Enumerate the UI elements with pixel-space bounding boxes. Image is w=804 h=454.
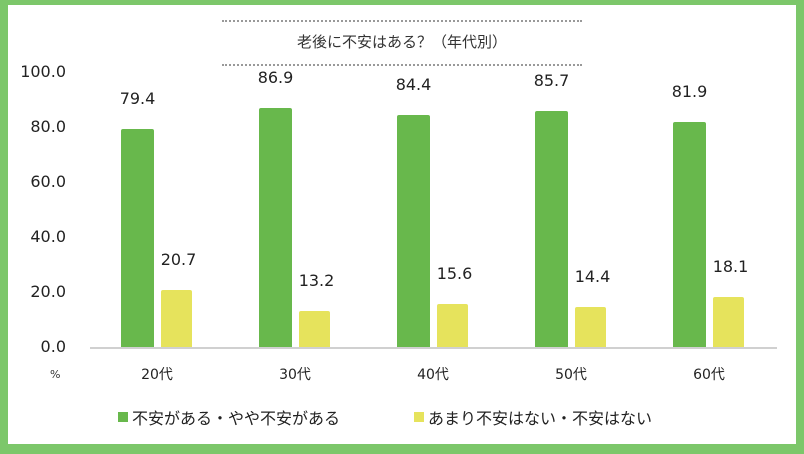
legend-swatch-green xyxy=(118,412,128,422)
y-tick-label: 60.0 xyxy=(30,172,66,191)
legend-item-series2: あまり不安はない・不安はない xyxy=(414,405,652,429)
data-label: 14.4 xyxy=(574,267,611,287)
y-tick-label: 20.0 xyxy=(30,282,66,301)
y-tick-label: 100.0 xyxy=(20,62,66,81)
data-label: 81.9 xyxy=(671,81,708,101)
x-tick-label: 50代 xyxy=(555,367,587,383)
x-axis-line xyxy=(90,347,777,349)
data-label: 84.4 xyxy=(395,74,432,94)
legend-label: 不安がある・やや不安がある xyxy=(132,409,341,428)
unit-label: % xyxy=(50,368,61,381)
legend-item-series1: 不安がある・やや不安がある xyxy=(118,405,340,429)
data-label: 85.7 xyxy=(533,71,570,91)
x-tick-label: 40代 xyxy=(417,367,449,383)
data-label: 13.2 xyxy=(298,270,335,290)
y-tick-label: 80.0 xyxy=(30,117,66,136)
y-tick-label: 40.0 xyxy=(30,227,66,246)
bar xyxy=(397,114,430,347)
chart-title: 老後に不安はある？（年代別） xyxy=(296,33,507,51)
bar xyxy=(121,128,154,347)
y-tick-label: 0.0 xyxy=(40,337,66,356)
data-label: 86.9 xyxy=(257,68,294,88)
data-label: 18.1 xyxy=(712,257,749,277)
bar xyxy=(161,290,192,347)
x-tick-label: 30代 xyxy=(279,367,311,383)
bar xyxy=(437,304,468,347)
x-tick-label: 60代 xyxy=(693,367,725,383)
data-label: 20.7 xyxy=(160,250,197,270)
chart-title-box: 老後に不安はある？（年代別） xyxy=(222,20,582,66)
x-tick-label: 20代 xyxy=(141,367,173,383)
data-label: 15.6 xyxy=(436,264,473,284)
bar xyxy=(713,297,744,347)
bar xyxy=(535,111,568,347)
data-label: 79.4 xyxy=(119,88,156,108)
bar xyxy=(673,121,706,347)
bar xyxy=(575,307,606,347)
legend-swatch-yellow xyxy=(414,412,424,422)
legend-label: あまり不安はない・不安はない xyxy=(428,409,653,428)
bar xyxy=(259,108,292,347)
bar xyxy=(299,310,330,347)
